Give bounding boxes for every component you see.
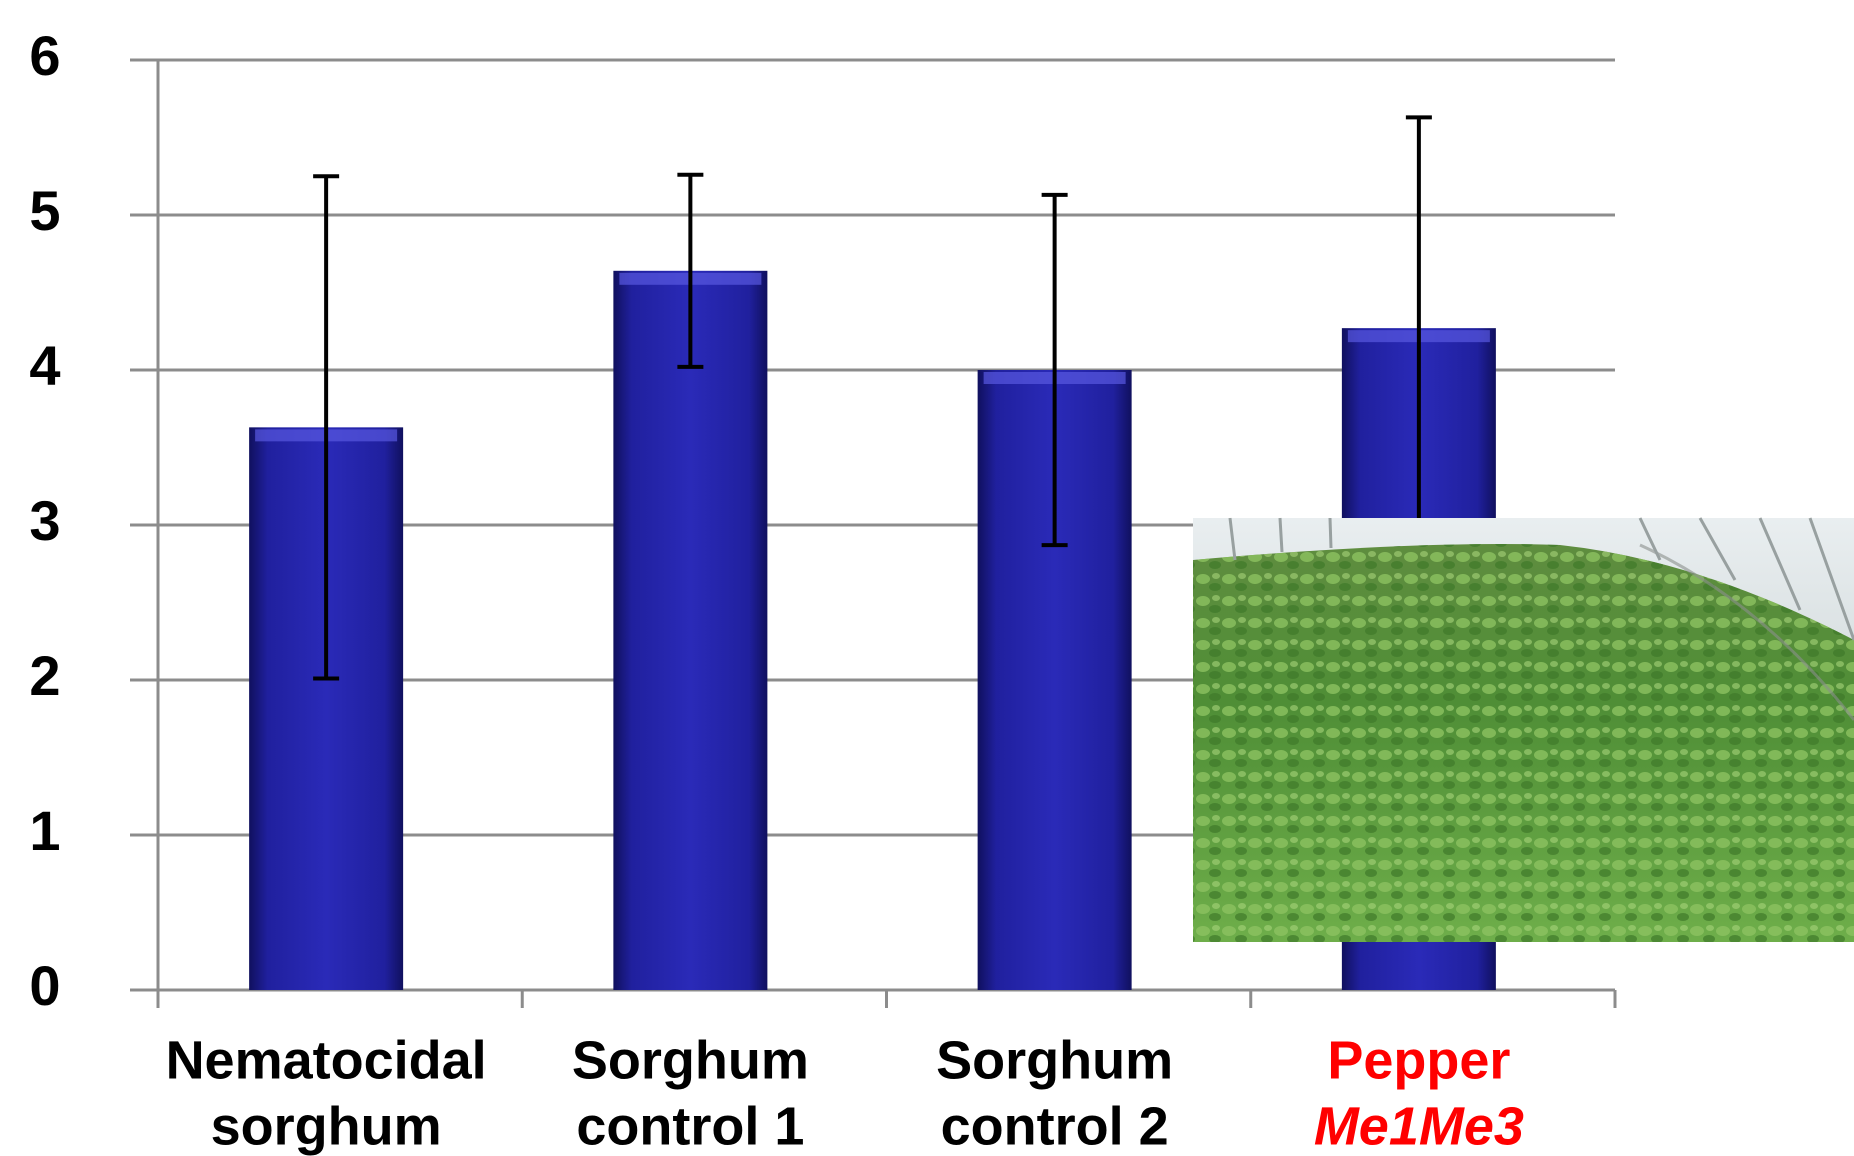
y-tick-label: 6 (29, 24, 60, 87)
x-tick-label: Sorghum (936, 1030, 1173, 1090)
y-tick-label: 0 (29, 954, 60, 1017)
chart: 0123456NematocidalsorghumSorghumcontrol … (0, 0, 1854, 1156)
y-tick-label: 4 (29, 334, 60, 397)
y-tick-label: 3 (29, 489, 60, 552)
greenhouse-photo (1193, 518, 1854, 942)
x-tick-label: Pepper (1327, 1030, 1510, 1090)
x-tick-label: Nematocidal (166, 1030, 487, 1090)
x-tick-label: Sorghum (572, 1030, 809, 1090)
y-tick-label: 1 (29, 799, 60, 862)
x-tick-label: Me1Me3 (1314, 1096, 1524, 1156)
x-tick-label: control 1 (576, 1096, 804, 1156)
y-tick-label: 5 (29, 179, 60, 242)
y-tick-label: 2 (29, 644, 60, 707)
bar (613, 271, 767, 990)
x-tick-label: sorghum (211, 1096, 442, 1156)
x-tick-label: control 2 (941, 1096, 1169, 1156)
